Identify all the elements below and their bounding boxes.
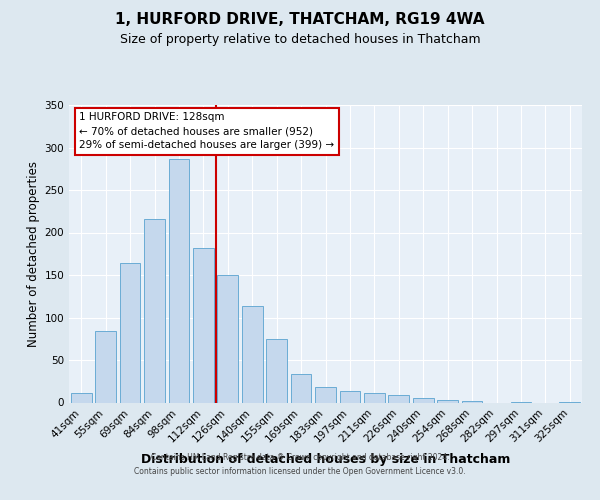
Bar <box>144 219 165 402</box>
Text: Size of property relative to detached houses in Thatcham: Size of property relative to detached ho… <box>119 32 481 46</box>
Bar <box>119 263 140 402</box>
Bar <box>242 306 263 402</box>
Bar <box>315 387 336 402</box>
Text: 1, HURFORD DRIVE, THATCHAM, RG19 4WA: 1, HURFORD DRIVE, THATCHAM, RG19 4WA <box>115 12 485 28</box>
Y-axis label: Number of detached properties: Number of detached properties <box>27 161 40 347</box>
Bar <box>290 374 311 402</box>
Text: Contains HM Land Registry data ® Crown copyright and database right 2024.: Contains HM Land Registry data ® Crown c… <box>151 454 449 462</box>
X-axis label: Distribution of detached houses by size in Thatcham: Distribution of detached houses by size … <box>141 452 510 466</box>
Bar <box>266 339 287 402</box>
Bar <box>340 390 361 402</box>
Text: 1 HURFORD DRIVE: 128sqm
← 70% of detached houses are smaller (952)
29% of semi-d: 1 HURFORD DRIVE: 128sqm ← 70% of detache… <box>79 112 334 150</box>
Bar <box>388 395 409 402</box>
Bar <box>71 393 92 402</box>
Bar <box>413 398 434 402</box>
Bar <box>217 275 238 402</box>
Bar <box>169 158 190 402</box>
Text: Contains public sector information licensed under the Open Government Licence v3: Contains public sector information licen… <box>134 467 466 476</box>
Bar <box>193 248 214 402</box>
Bar <box>437 400 458 402</box>
Bar <box>461 401 482 402</box>
Bar <box>95 331 116 402</box>
Bar <box>364 393 385 402</box>
